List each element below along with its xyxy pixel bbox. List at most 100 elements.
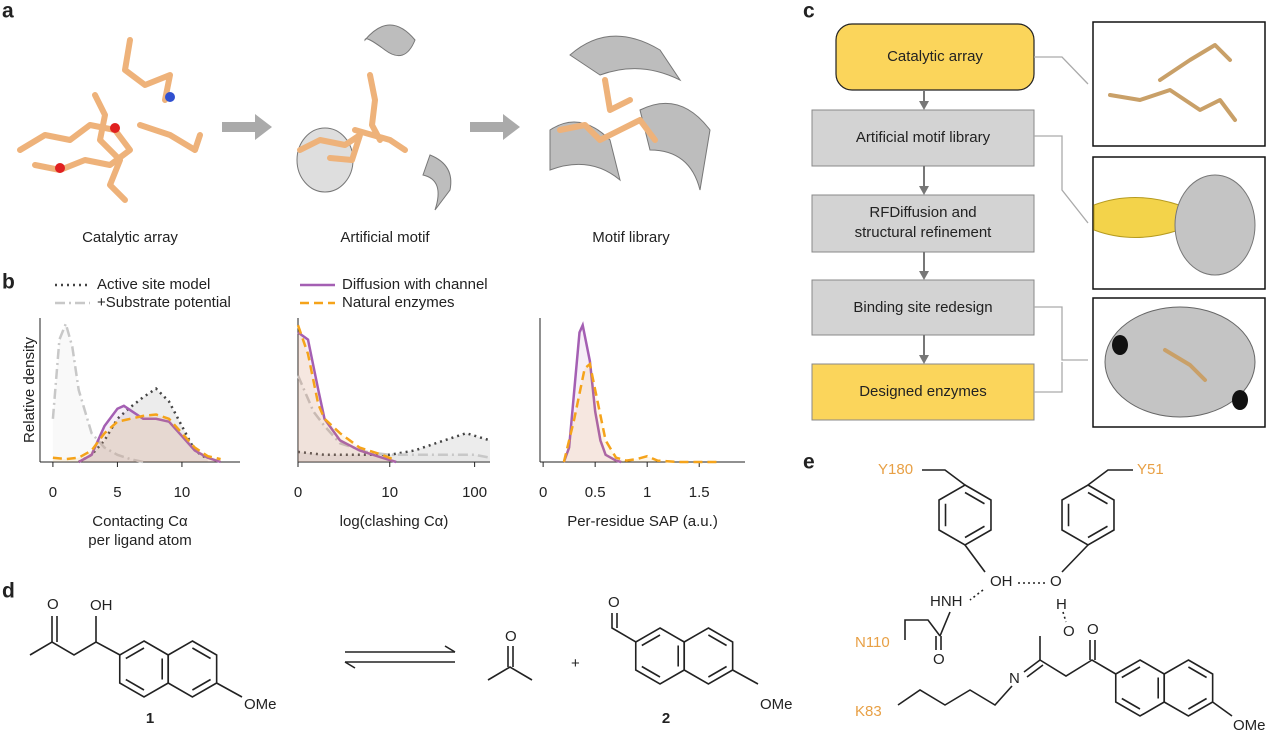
- step-text: Designed enzymes: [859, 383, 987, 400]
- shape: [1163, 348, 1207, 382]
- ring: [634, 627, 686, 685]
- shape: [1061, 544, 1089, 573]
- x-tick-label: 0: [49, 484, 57, 501]
- compound-label: 1: [146, 710, 154, 727]
- density-area: [298, 325, 397, 462]
- ring: [118, 640, 170, 698]
- x-axis-label: Contacting Cα: [92, 513, 188, 530]
- shape: [1232, 390, 1248, 410]
- motif-library-model: [549, 35, 711, 191]
- atom-label: O: [47, 596, 59, 613]
- step-text: RFDiffusion and: [869, 204, 976, 221]
- ring: [938, 484, 992, 546]
- shape: [919, 101, 929, 110]
- ring: [683, 627, 734, 685]
- double-bond: [641, 665, 661, 678]
- density-line: [296, 324, 397, 462]
- double-bond: [708, 665, 727, 678]
- shape: [1034, 306, 1088, 361]
- artificial-motif-model: [296, 24, 452, 211]
- atom-label: O: [1063, 623, 1075, 640]
- shape: [969, 589, 984, 601]
- arrow-heads: [919, 101, 929, 364]
- ring: [1114, 659, 1166, 717]
- density-chart: 0 5 10 Contacting Cα per ligand atom Relative…: [21, 276, 488, 549]
- atom-label: N: [1009, 670, 1020, 687]
- shape: [1212, 701, 1233, 717]
- double-bond: [964, 525, 985, 539]
- step-text: Binding site redesign: [853, 299, 992, 316]
- shape: [1104, 306, 1256, 418]
- atom-label: O: [505, 628, 517, 645]
- x-axis-label: per ligand atom: [88, 532, 191, 549]
- shape: [904, 619, 941, 640]
- density-area: [78, 405, 221, 462]
- step-text: structural refinement: [855, 224, 993, 241]
- double-bond: [191, 647, 211, 660]
- x-tick-label: 1.5: [689, 484, 710, 501]
- density-area: [52, 414, 221, 462]
- legend-label: +Substrate potential: [97, 294, 231, 311]
- density-line: [562, 361, 720, 464]
- density-line: [52, 413, 221, 461]
- x-tick-label: 10: [174, 484, 191, 501]
- shape: [110, 123, 120, 133]
- shape: [165, 92, 175, 102]
- atom-label: O: [608, 594, 620, 611]
- atom-label: OH: [990, 573, 1013, 590]
- connectors: [1034, 56, 1089, 393]
- shape: [939, 611, 951, 637]
- active-site-scheme: [897, 469, 1233, 717]
- shape: [964, 544, 986, 573]
- double-bond: [1121, 697, 1141, 710]
- shape: [17, 122, 133, 173]
- arrow: [222, 114, 272, 140]
- x-tick-label: 100: [462, 484, 487, 501]
- panel-label: e: [803, 451, 815, 474]
- density-chart: 0 0.5 1 1.5 Per-residue SAP (a.u.): [539, 318, 745, 530]
- ring: [167, 640, 218, 698]
- shape: [639, 102, 711, 191]
- ring: [1061, 484, 1115, 546]
- residue-label: N110: [855, 634, 890, 651]
- double-bond: [641, 634, 661, 647]
- step-text: Artificial motif library: [856, 129, 991, 146]
- shape: [29, 641, 121, 656]
- shape: [444, 645, 456, 653]
- residue-label: Y51: [1137, 461, 1164, 478]
- density-line: [562, 321, 622, 464]
- shape: [1108, 88, 1237, 122]
- shape: [611, 613, 637, 643]
- shape: [1092, 21, 1266, 147]
- x-tick-label: 10: [381, 484, 398, 501]
- double-bond: [1188, 666, 1207, 679]
- density-line: [297, 431, 491, 457]
- shape: [569, 35, 682, 82]
- double-bond: [1087, 491, 1108, 505]
- density-area: [78, 388, 208, 462]
- shape: [344, 661, 356, 669]
- shape: [1039, 659, 1117, 677]
- image-caption: Catalytic array: [82, 229, 178, 246]
- structure-images: [1092, 21, 1266, 428]
- shape: [216, 682, 243, 698]
- shape: [55, 163, 65, 173]
- density-line: [78, 386, 209, 464]
- shape: [92, 92, 128, 203]
- compound-label: 2: [662, 710, 670, 727]
- shape: [732, 669, 759, 685]
- atom-label: O: [1050, 573, 1062, 590]
- image-caption: Artificial motif: [340, 229, 430, 246]
- double-bond: [125, 678, 145, 691]
- density-line: [78, 404, 221, 464]
- x-tick-label: 0: [294, 484, 302, 501]
- density-line: [297, 331, 397, 464]
- double-bond: [1188, 697, 1207, 710]
- double-bond: [708, 634, 727, 647]
- reaction-scheme: [29, 613, 759, 698]
- atom-label: OMe: [1233, 717, 1266, 734]
- ring: [1163, 659, 1214, 717]
- density-chart: 0 10 100 log(clashing Cα): [294, 318, 491, 530]
